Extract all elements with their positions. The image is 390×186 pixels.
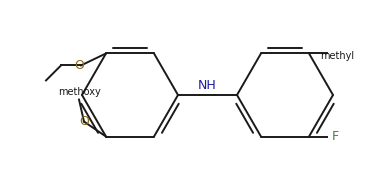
Text: O: O bbox=[79, 115, 89, 128]
Text: methyl: methyl bbox=[320, 52, 354, 61]
Text: NH: NH bbox=[198, 78, 217, 92]
Text: F: F bbox=[332, 130, 339, 143]
Text: methoxy: methoxy bbox=[58, 86, 100, 97]
Text: O: O bbox=[74, 59, 84, 72]
